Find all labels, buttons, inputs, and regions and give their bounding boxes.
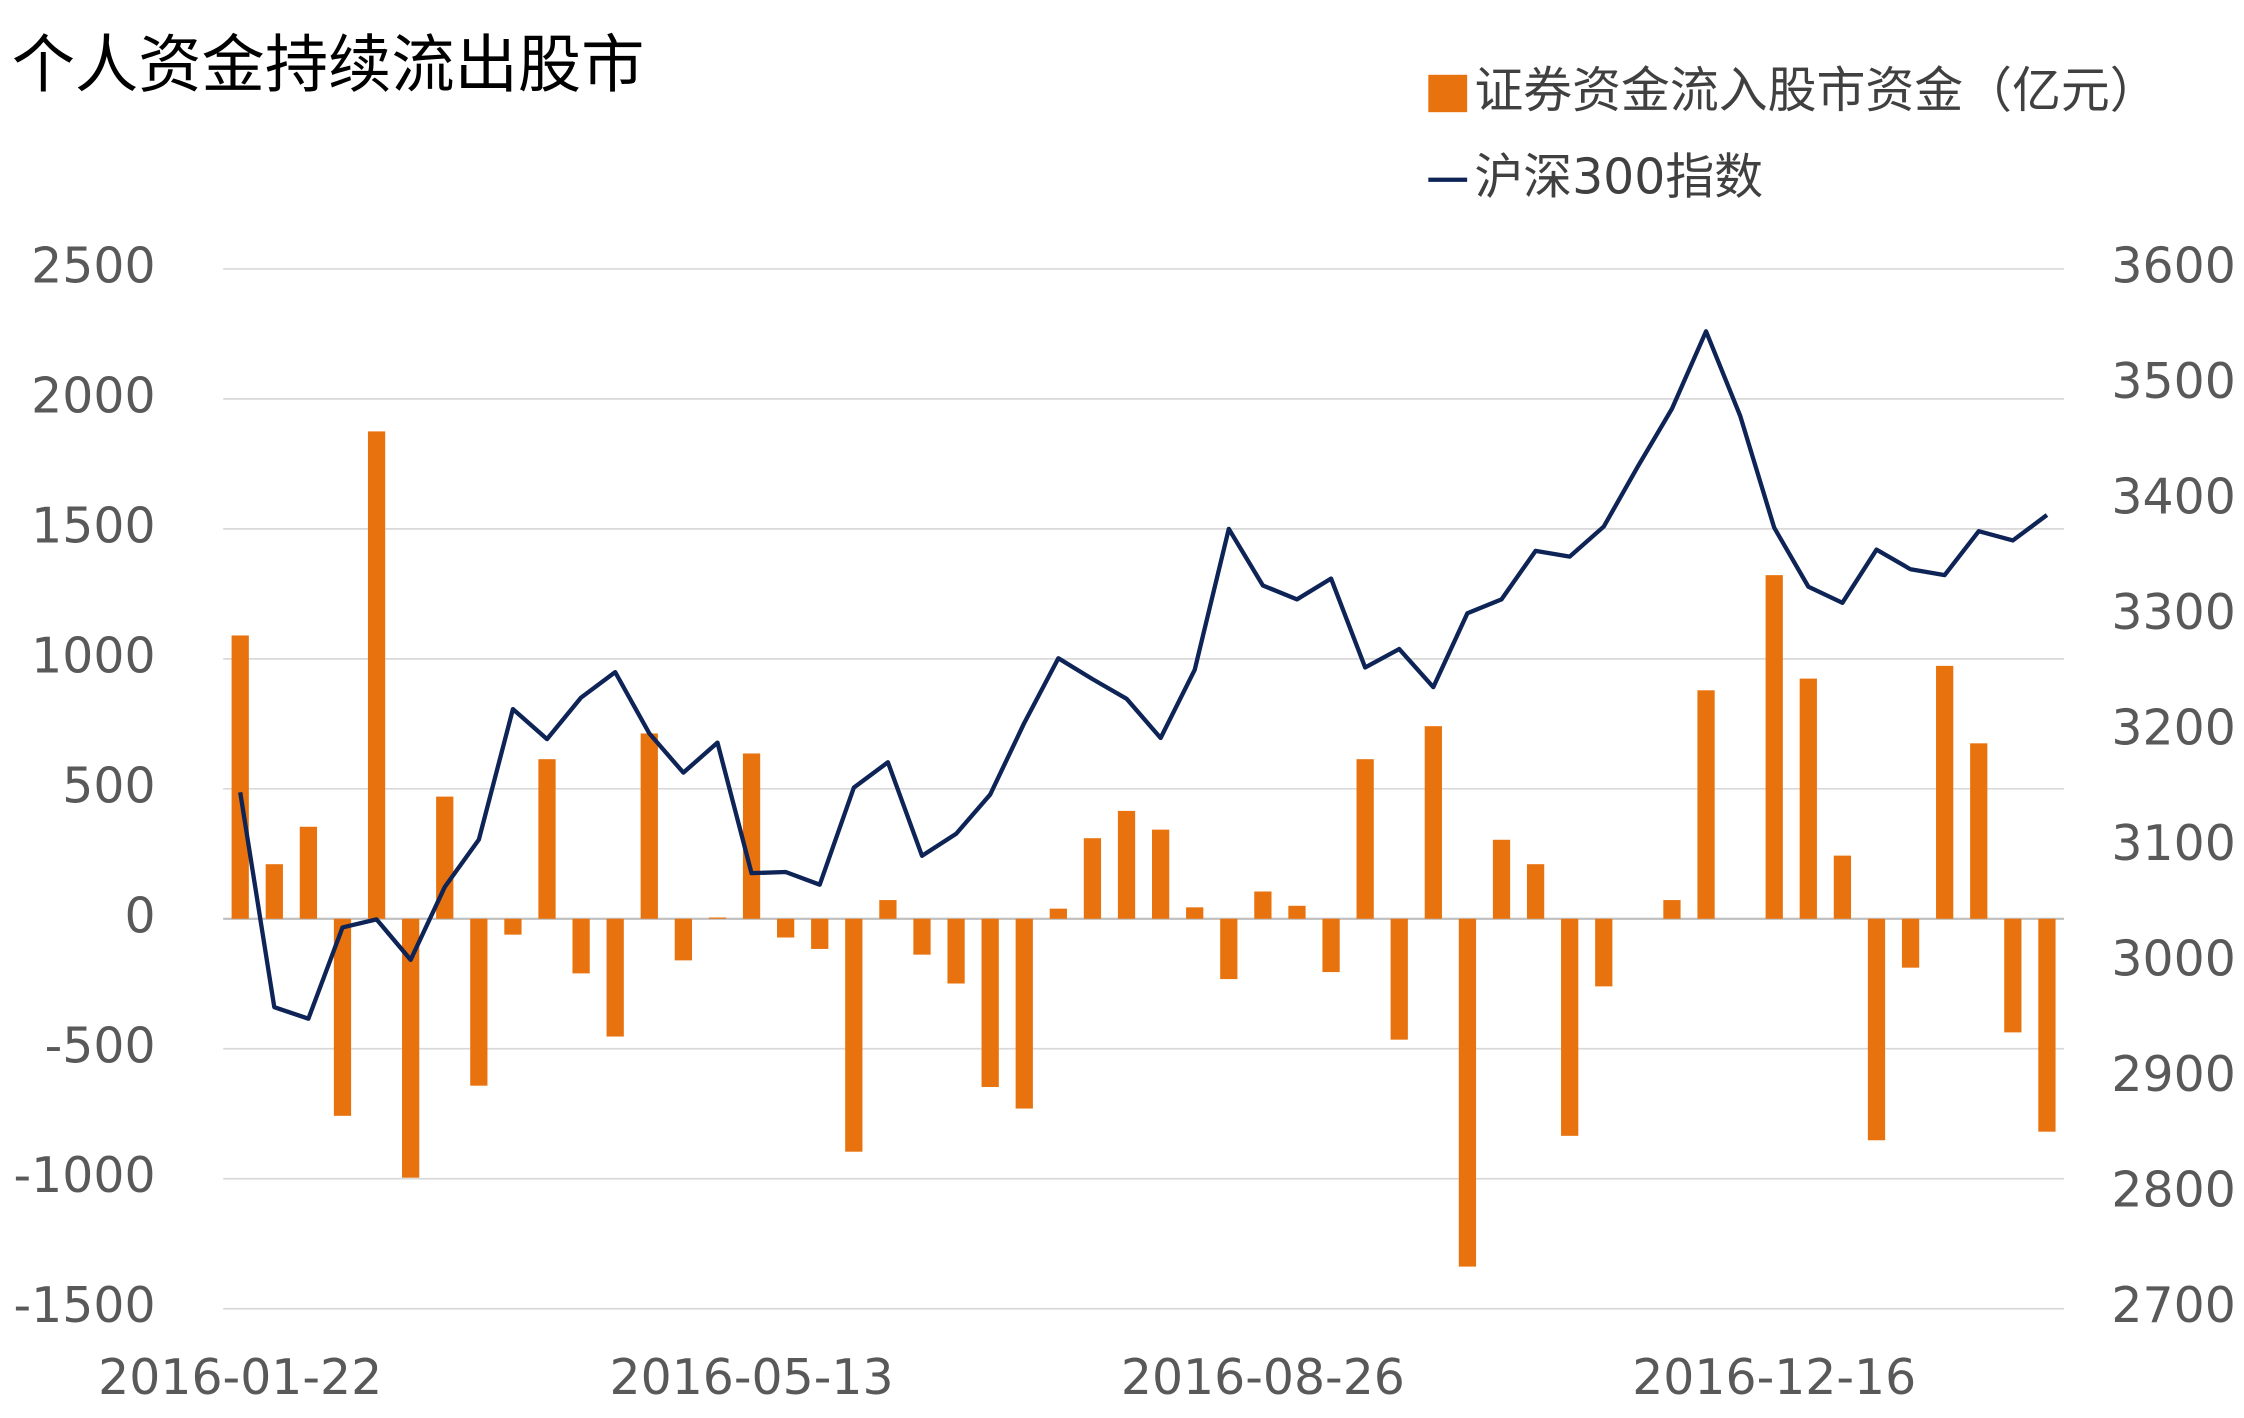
y2-tick-label: 3100 <box>2111 815 2235 872</box>
bar <box>777 918 795 938</box>
bar <box>811 918 829 949</box>
bar <box>1697 690 1715 919</box>
bar <box>606 918 624 1037</box>
x-tick-label: 2016-05-13 <box>610 1349 894 1406</box>
x-tick-label: 2016-01-22 <box>98 1349 382 1406</box>
bar <box>640 733 658 919</box>
y-tick-label: 2000 <box>31 367 155 424</box>
bar <box>470 918 488 1086</box>
legend-label: 证券资金流入股市资金（亿元） <box>1474 62 2158 119</box>
y-tick-label: 2500 <box>31 237 155 294</box>
legend-swatch <box>1428 74 1468 113</box>
y2-tick-label: 3300 <box>2111 584 2235 641</box>
bar <box>1936 665 1954 919</box>
bar <box>299 826 318 919</box>
y2-tick-label: 2700 <box>2111 1277 2235 1334</box>
bar <box>1799 678 1817 919</box>
chart-title: 个人资金持续流出股市 <box>12 28 645 102</box>
bar <box>1220 918 1238 980</box>
y2-tick-label: 3600 <box>2111 237 2235 294</box>
bar <box>1663 900 1681 919</box>
bar <box>436 796 454 919</box>
bar <box>913 918 931 955</box>
bar <box>1015 918 1033 1109</box>
bar <box>1390 918 1408 1040</box>
y2-tick-label: 3500 <box>2111 353 2235 410</box>
bar <box>1526 864 1545 919</box>
x-tick-label: 2016-12-16 <box>1632 1349 1916 1406</box>
bar <box>1901 918 1920 968</box>
bar <box>1458 918 1477 1267</box>
bar <box>1117 810 1136 919</box>
bar <box>1765 575 1783 919</box>
y-tick-label: -1500 <box>14 1277 156 1334</box>
y-tick-label: 1500 <box>31 497 155 554</box>
y2-tick-label: 3400 <box>2111 468 2235 525</box>
bar <box>1492 839 1511 919</box>
bar <box>572 918 590 974</box>
bar <box>1049 908 1067 919</box>
bar <box>1288 905 1306 919</box>
y2-tick-label: 2800 <box>2111 1162 2235 1219</box>
bar <box>265 864 283 919</box>
y-tick-label: -1000 <box>14 1147 156 1204</box>
bar <box>1186 907 1204 919</box>
y-tick-label: 500 <box>62 757 155 814</box>
legend-label: 沪深300指数 <box>1474 148 1763 205</box>
bar <box>1833 855 1852 919</box>
bar <box>1867 918 1886 1141</box>
x-tick-label: 2016-08-26 <box>1121 1349 1405 1406</box>
bar <box>879 900 897 919</box>
bar <box>538 759 556 919</box>
bar <box>231 635 249 919</box>
y-tick-label: 0 <box>124 887 155 944</box>
bar <box>1595 918 1613 987</box>
bar <box>1322 918 1340 973</box>
bar <box>367 431 386 919</box>
y-tick-label: 1000 <box>31 627 155 684</box>
line <box>238 329 2049 1021</box>
bar <box>674 918 692 961</box>
y2-tick-label: 3000 <box>2111 931 2235 988</box>
y-tick-label: -500 <box>45 1017 156 1074</box>
bar <box>402 918 420 1178</box>
bar <box>845 918 863 1152</box>
bar <box>1561 918 1579 1136</box>
bar <box>1356 759 1374 919</box>
bar <box>1083 838 1102 919</box>
bar <box>947 918 965 984</box>
bar <box>1970 743 1988 919</box>
bar <box>1254 891 1272 919</box>
y2-tick-label: 2900 <box>2111 1046 2235 1103</box>
bar <box>1424 726 1442 919</box>
y2-tick-label: 3200 <box>2111 700 2235 757</box>
bar <box>742 753 761 919</box>
bar <box>1151 829 1170 919</box>
bar <box>981 918 999 1087</box>
bar <box>504 918 522 935</box>
bar <box>2004 918 2022 1033</box>
bar <box>333 918 352 1116</box>
bar <box>2038 918 2056 1132</box>
bar <box>708 917 727 919</box>
